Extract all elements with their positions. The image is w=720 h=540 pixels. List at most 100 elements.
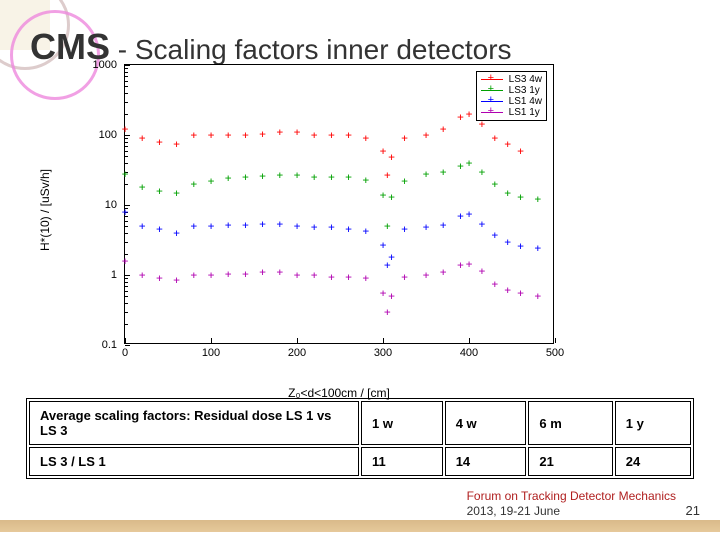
data-point: +	[311, 172, 318, 183]
data-point: +	[517, 288, 524, 299]
data-point: +	[311, 130, 318, 141]
data-point: +	[380, 189, 387, 200]
data-point: +	[466, 208, 473, 219]
data-point: +	[208, 270, 215, 281]
data-point: +	[517, 145, 524, 156]
table-row: Average scaling factors: Residual dose L…	[29, 401, 691, 445]
data-point: +	[345, 271, 352, 282]
data-point: +	[401, 176, 408, 187]
data-point: +	[466, 258, 473, 269]
data-point: +	[440, 267, 447, 278]
data-point: +	[156, 185, 163, 196]
data-point: +	[122, 255, 129, 266]
data-point: +	[276, 267, 283, 278]
legend-item: LS1 1y	[481, 107, 542, 118]
table-header-label: Average scaling factors: Residual dose L…	[29, 401, 359, 445]
data-point: +	[491, 278, 498, 289]
data-point: +	[466, 108, 473, 119]
data-point: +	[504, 284, 511, 295]
plot-area: LS3 4wLS3 1yLS1 4wLS1 1y 010020030040050…	[124, 64, 554, 344]
data-point: +	[276, 169, 283, 180]
data-point: +	[294, 127, 301, 138]
data-point: +	[139, 133, 146, 144]
data-point: +	[190, 221, 197, 232]
footer-line2: 2013, 19-21 June	[467, 504, 560, 518]
data-point: +	[173, 138, 180, 149]
data-point: +	[479, 219, 486, 230]
data-point: +	[311, 270, 318, 281]
data-point: +	[423, 168, 430, 179]
data-point: +	[457, 210, 464, 221]
data-point: +	[491, 230, 498, 241]
data-point: +	[294, 270, 301, 281]
col-4w: 4 w	[445, 401, 527, 445]
data-point: +	[388, 192, 395, 203]
y-tick: 0.1	[102, 339, 117, 351]
data-point: +	[362, 174, 369, 185]
y-tick: 1	[111, 269, 117, 281]
x-tick: 500	[545, 347, 565, 359]
data-point: +	[173, 227, 180, 238]
data-point: +	[401, 133, 408, 144]
data-point: +	[276, 219, 283, 230]
data-point: +	[173, 187, 180, 198]
data-point: +	[401, 271, 408, 282]
chart-legend: LS3 4wLS3 1yLS1 4wLS1 1y	[476, 71, 547, 121]
cell: 11	[361, 447, 443, 476]
y-tick: 100	[99, 129, 117, 141]
cell: 24	[615, 447, 691, 476]
data-point: +	[423, 270, 430, 281]
data-point: +	[156, 224, 163, 235]
data-point: +	[156, 273, 163, 284]
data-point: +	[225, 130, 232, 141]
data-point: +	[208, 130, 215, 141]
page-number: 21	[686, 503, 700, 518]
data-point: +	[242, 219, 249, 230]
data-point: +	[384, 306, 391, 317]
data-point: +	[259, 219, 266, 230]
data-point: +	[139, 182, 146, 193]
data-point: +	[122, 124, 129, 135]
col-1w: 1 w	[361, 401, 443, 445]
data-point: +	[225, 219, 232, 230]
data-point: +	[491, 178, 498, 189]
data-point: +	[345, 223, 352, 234]
data-point: +	[362, 273, 369, 284]
scaling-factors-table: Average scaling factors: Residual dose L…	[26, 398, 694, 479]
data-point: +	[362, 133, 369, 144]
data-point: +	[190, 178, 197, 189]
data-point: +	[311, 222, 318, 233]
data-point: +	[504, 236, 511, 247]
data-point: +	[328, 271, 335, 282]
slide-baseline	[0, 520, 720, 532]
data-point: +	[440, 219, 447, 230]
data-point: +	[380, 145, 387, 156]
data-point: +	[208, 221, 215, 232]
data-point: +	[139, 270, 146, 281]
data-point: +	[259, 170, 266, 181]
data-point: +	[423, 130, 430, 141]
x-tick: 300	[373, 347, 393, 359]
data-point: +	[328, 130, 335, 141]
data-point: +	[384, 221, 391, 232]
data-point: +	[362, 225, 369, 236]
row2-label: LS 3 / LS 1	[29, 447, 359, 476]
data-point: +	[225, 173, 232, 184]
data-point: +	[242, 268, 249, 279]
data-point: +	[259, 267, 266, 278]
x-tick: 200	[287, 347, 307, 359]
data-point: +	[190, 130, 197, 141]
col-1y: 1 y	[615, 401, 691, 445]
data-point: +	[440, 166, 447, 177]
data-point: +	[384, 169, 391, 180]
data-point: +	[173, 274, 180, 285]
data-point: +	[139, 221, 146, 232]
data-point: +	[479, 166, 486, 177]
data-point: +	[388, 291, 395, 302]
x-tick: 400	[459, 347, 479, 359]
data-point: +	[479, 265, 486, 276]
data-point: +	[242, 130, 249, 141]
data-point: +	[504, 138, 511, 149]
data-point: +	[242, 172, 249, 183]
data-point: +	[534, 291, 541, 302]
